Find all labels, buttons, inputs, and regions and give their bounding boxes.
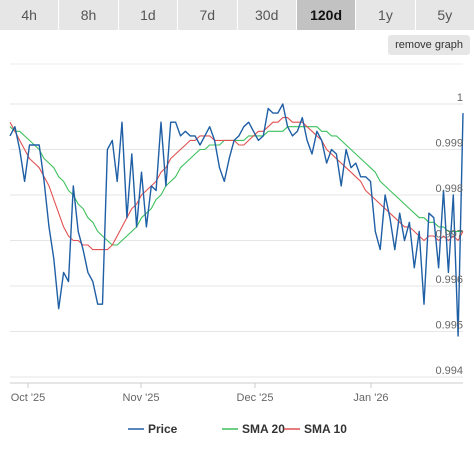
- x-tick-label: Dec '25: [237, 392, 274, 404]
- series-line-sma-20: [9, 126, 463, 246]
- legend-item-price: Price: [128, 422, 178, 436]
- x-tick-label: Oct '25: [11, 392, 46, 404]
- tab-1y[interactable]: 1y: [356, 0, 416, 30]
- remove-graph-button[interactable]: remove graph: [388, 35, 470, 55]
- y-tick-label: 0.995: [435, 320, 463, 332]
- tab-30d[interactable]: 30d: [237, 0, 297, 30]
- legend: Price SMA 20 SMA 10: [128, 422, 347, 436]
- legend-label: SMA 10: [304, 422, 347, 436]
- y-tick-label: 1: [457, 92, 463, 104]
- legend-label: Price: [148, 422, 178, 436]
- y-tick-labels: 1 0.999 0.998 0.997 0.996 0.995 0.994: [435, 92, 463, 377]
- legend-item-sma-20: SMA 20: [222, 422, 285, 436]
- legend-item-sma-10: SMA 10: [284, 422, 347, 436]
- grid-lines: [10, 63, 463, 388]
- y-tick-label: 0.996: [435, 274, 463, 286]
- tab-7d[interactable]: 7d: [178, 0, 238, 30]
- series-line-sma-10: [9, 117, 464, 251]
- range-tabs: 4h 8h 1d 7d 30d 120d 1y 5y: [0, 0, 474, 30]
- y-tick-label: 0.998: [435, 183, 463, 195]
- tab-1d[interactable]: 1d: [118, 0, 179, 30]
- tab-8h[interactable]: 8h: [59, 0, 119, 30]
- x-tick-label: Jan '26: [353, 392, 388, 404]
- y-tick-label: 0.997: [435, 229, 463, 241]
- tab-5y[interactable]: 5y: [415, 0, 474, 30]
- x-tick-label: Nov '25: [123, 392, 160, 404]
- series-line-price: [9, 103, 464, 337]
- y-tick-label: 0.994: [435, 365, 463, 377]
- series-lines: [9, 103, 464, 337]
- tab-4h[interactable]: 4h: [0, 0, 60, 30]
- x-tick-labels: Oct '25 Nov '25 Dec '25 Jan '26: [11, 392, 389, 404]
- y-tick-label: 0.999: [435, 138, 463, 150]
- tab-120d[interactable]: 120d: [296, 0, 357, 30]
- legend-label: SMA 20: [242, 422, 285, 436]
